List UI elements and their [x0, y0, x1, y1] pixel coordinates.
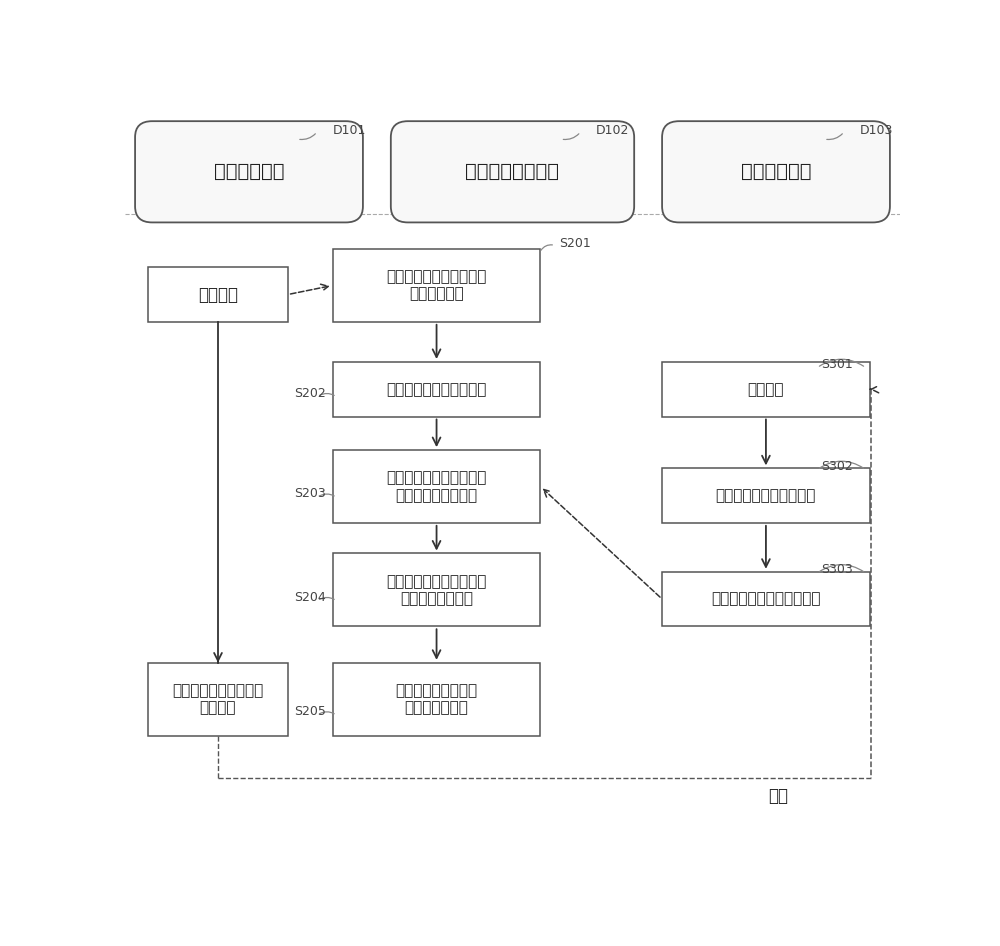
Text: S301: S301 [821, 358, 853, 371]
FancyBboxPatch shape [148, 663, 288, 736]
Text: S302: S302 [821, 460, 853, 473]
Text: 实时获取化工生产装置的
运行状态信息: 实时获取化工生产装置的 运行状态信息 [386, 270, 487, 302]
FancyBboxPatch shape [333, 450, 540, 523]
FancyBboxPatch shape [135, 121, 363, 222]
Text: 将关键生产操作数据
作为设定値固化: 将关键生产操作数据 作为设定値固化 [395, 683, 478, 715]
Text: 间歇生产优化系统: 间歇生产优化系统 [466, 163, 560, 182]
FancyBboxPatch shape [333, 249, 540, 322]
FancyBboxPatch shape [662, 121, 890, 222]
Text: 依照关键生产操作数据
生产产品: 依照关键生产操作数据 生产产品 [172, 683, 264, 715]
Text: D101: D101 [333, 124, 366, 137]
Text: 获取并存储生产操作数据: 获取并存储生产操作数据 [386, 382, 487, 396]
FancyBboxPatch shape [333, 663, 540, 736]
Text: 检测产品: 检测产品 [748, 382, 784, 396]
Text: 产品: 产品 [768, 787, 788, 805]
Text: S303: S303 [821, 563, 853, 576]
FancyBboxPatch shape [662, 362, 870, 416]
Text: 质量检测系统: 质量检测系统 [741, 163, 811, 182]
Text: 正常开车: 正常开车 [198, 286, 238, 304]
Text: S205: S205 [294, 705, 326, 718]
Text: S204: S204 [294, 590, 326, 604]
Text: S203: S203 [294, 487, 326, 500]
FancyBboxPatch shape [333, 362, 540, 416]
Text: S202: S202 [294, 387, 326, 400]
Text: 获取最高品质产品的生产
批次与生产时间信息: 获取最高品质产品的生产 批次与生产时间信息 [386, 470, 487, 502]
Text: 记录产品的质量检验结果: 记录产品的质量检验结果 [716, 488, 816, 503]
Text: 化工生产装置: 化工生产装置 [214, 163, 284, 182]
Text: D103: D103 [860, 124, 893, 137]
Text: 比较判断得到最高品质产品: 比较判断得到最高品质产品 [711, 591, 821, 606]
Text: 查询最高品质产品生产的
关键生产操作数据: 查询最高品质产品生产的 关键生产操作数据 [386, 573, 487, 606]
Text: D102: D102 [596, 124, 630, 137]
FancyBboxPatch shape [391, 121, 634, 222]
FancyBboxPatch shape [148, 267, 288, 322]
Text: S201: S201 [559, 236, 591, 250]
FancyBboxPatch shape [662, 468, 870, 523]
FancyBboxPatch shape [333, 553, 540, 626]
FancyBboxPatch shape [662, 571, 870, 626]
